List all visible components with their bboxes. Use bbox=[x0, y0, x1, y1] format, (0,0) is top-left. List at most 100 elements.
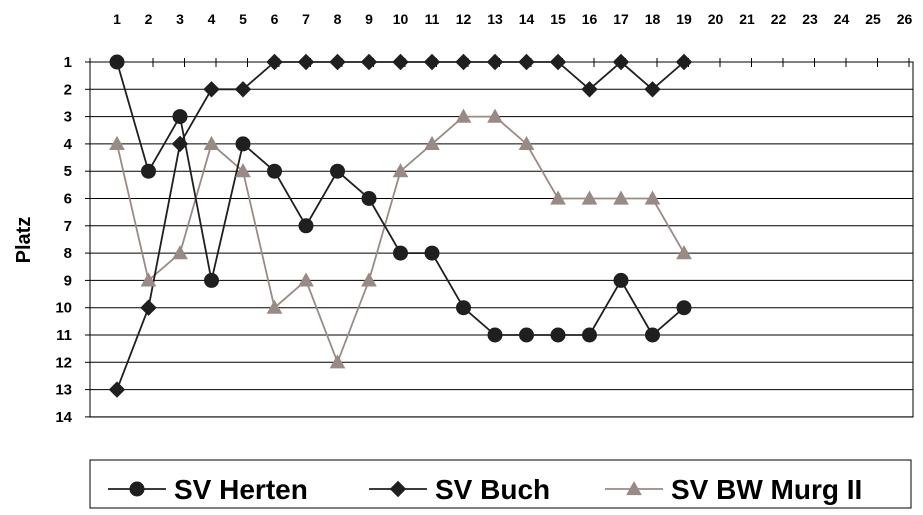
y-tick-label: 13 bbox=[55, 382, 72, 399]
data-point-triangle bbox=[613, 190, 629, 205]
x-tick-label: 3 bbox=[176, 11, 184, 27]
data-point-circle bbox=[235, 136, 251, 152]
y-tick-label: 1 bbox=[64, 54, 72, 71]
data-point-triangle bbox=[361, 272, 377, 287]
x-tick-label: 9 bbox=[365, 11, 373, 27]
x-tick-label: 13 bbox=[487, 11, 503, 27]
legend-marker-triangle bbox=[626, 480, 642, 496]
data-point-diamond bbox=[203, 81, 220, 98]
data-point-triangle bbox=[424, 135, 440, 150]
data-point-circle bbox=[172, 109, 188, 125]
legend-marker-circle bbox=[129, 481, 145, 497]
data-point-diamond bbox=[581, 81, 598, 98]
x-tick-label: 4 bbox=[208, 11, 216, 27]
x-tick-label: 22 bbox=[771, 11, 787, 27]
x-tick-label: 10 bbox=[393, 11, 409, 27]
x-tick-label: 2 bbox=[145, 11, 153, 27]
x-tick-label: 16 bbox=[582, 11, 598, 27]
data-point-circle bbox=[487, 327, 503, 343]
data-point-diamond bbox=[392, 53, 409, 71]
legend-label: SV Herten bbox=[174, 474, 308, 505]
data-point-diamond bbox=[644, 81, 661, 98]
data-point-circle bbox=[519, 327, 534, 343]
y-tick-label: 7 bbox=[64, 218, 72, 235]
legend-label: SV BW Murg II bbox=[671, 474, 862, 505]
data-point-circle bbox=[267, 163, 282, 179]
x-tick-label: 5 bbox=[239, 11, 247, 27]
x-tick-label: 11 bbox=[425, 11, 440, 27]
y-tick-label: 11 bbox=[56, 327, 72, 344]
y-tick-label: 12 bbox=[55, 354, 72, 371]
y-axis-title: Platz bbox=[13, 217, 35, 264]
data-point-circle bbox=[361, 191, 377, 206]
y-tick-label: 10 bbox=[55, 300, 72, 317]
data-point-diamond bbox=[360, 53, 378, 71]
data-point-diamond bbox=[234, 81, 252, 98]
x-tick-label: 23 bbox=[802, 11, 818, 27]
data-point-diamond bbox=[675, 53, 693, 71]
data-point-circle bbox=[676, 300, 692, 316]
x-tick-label: 18 bbox=[645, 11, 661, 27]
x-tick-label: 21 bbox=[739, 11, 755, 27]
x-tick-label: 24 bbox=[834, 11, 850, 27]
data-point-triangle bbox=[266, 299, 283, 314]
data-point-diamond bbox=[423, 53, 441, 71]
y-tick-label: 14 bbox=[55, 409, 72, 426]
data-point-diamond bbox=[297, 53, 315, 71]
x-tick-label: 26 bbox=[897, 11, 913, 27]
y-tick-label: 6 bbox=[64, 191, 72, 208]
data-point-diamond bbox=[518, 53, 535, 71]
x-tick-label: 15 bbox=[550, 11, 566, 27]
x-tick-label: 19 bbox=[676, 11, 692, 27]
legend-box bbox=[89, 459, 912, 509]
x-tick-label: 7 bbox=[302, 11, 310, 27]
data-point-diamond bbox=[171, 135, 189, 153]
data-point-triangle bbox=[203, 135, 220, 150]
data-point-triangle bbox=[140, 272, 157, 287]
data-point-diamond bbox=[140, 299, 157, 316]
x-tick-label: 6 bbox=[271, 11, 279, 27]
data-point-diamond bbox=[612, 53, 630, 71]
data-point-triangle bbox=[172, 245, 188, 260]
data-point-triangle bbox=[455, 108, 472, 123]
legend-label: SV Buch bbox=[435, 474, 550, 505]
data-point-circle bbox=[645, 327, 660, 343]
data-point-triangle bbox=[581, 190, 598, 205]
legend-marker-diamond bbox=[389, 480, 407, 498]
y-tick-label: 9 bbox=[64, 272, 72, 289]
y-tick-label: 2 bbox=[64, 81, 72, 98]
x-tick-label: 25 bbox=[865, 11, 881, 27]
data-point-diamond bbox=[266, 53, 283, 71]
data-point-triangle bbox=[235, 163, 251, 178]
y-tick-label: 3 bbox=[64, 109, 72, 126]
x-tick-label: 20 bbox=[708, 11, 724, 27]
x-tick-label: 8 bbox=[334, 11, 342, 27]
data-point-circle bbox=[613, 272, 629, 288]
y-tick-label: 4 bbox=[64, 136, 73, 153]
plot-area-frame bbox=[89, 61, 914, 418]
data-point-circle bbox=[330, 163, 345, 179]
data-point-circle bbox=[109, 54, 125, 70]
y-tick-label: 8 bbox=[64, 245, 72, 262]
data-point-triangle bbox=[329, 354, 346, 369]
data-point-triangle bbox=[550, 190, 566, 205]
y-tick-label: 5 bbox=[64, 163, 72, 180]
data-point-circle bbox=[141, 163, 156, 179]
data-point-triangle bbox=[392, 163, 409, 178]
data-point-triangle bbox=[676, 245, 692, 260]
data-point-circle bbox=[204, 272, 219, 288]
data-point-diamond bbox=[486, 53, 504, 71]
data-point-circle bbox=[550, 327, 566, 343]
series-line-triangle bbox=[116, 115, 685, 365]
data-point-circle bbox=[298, 218, 314, 234]
data-point-triangle bbox=[644, 190, 661, 205]
data-point-triangle bbox=[298, 272, 314, 287]
data-point-diamond bbox=[329, 53, 346, 71]
data-point-diamond bbox=[455, 53, 472, 71]
data-point-circle bbox=[424, 245, 440, 261]
data-point-triangle bbox=[109, 135, 125, 150]
x-tick-label: 17 bbox=[613, 11, 629, 27]
data-point-circle bbox=[393, 245, 408, 261]
